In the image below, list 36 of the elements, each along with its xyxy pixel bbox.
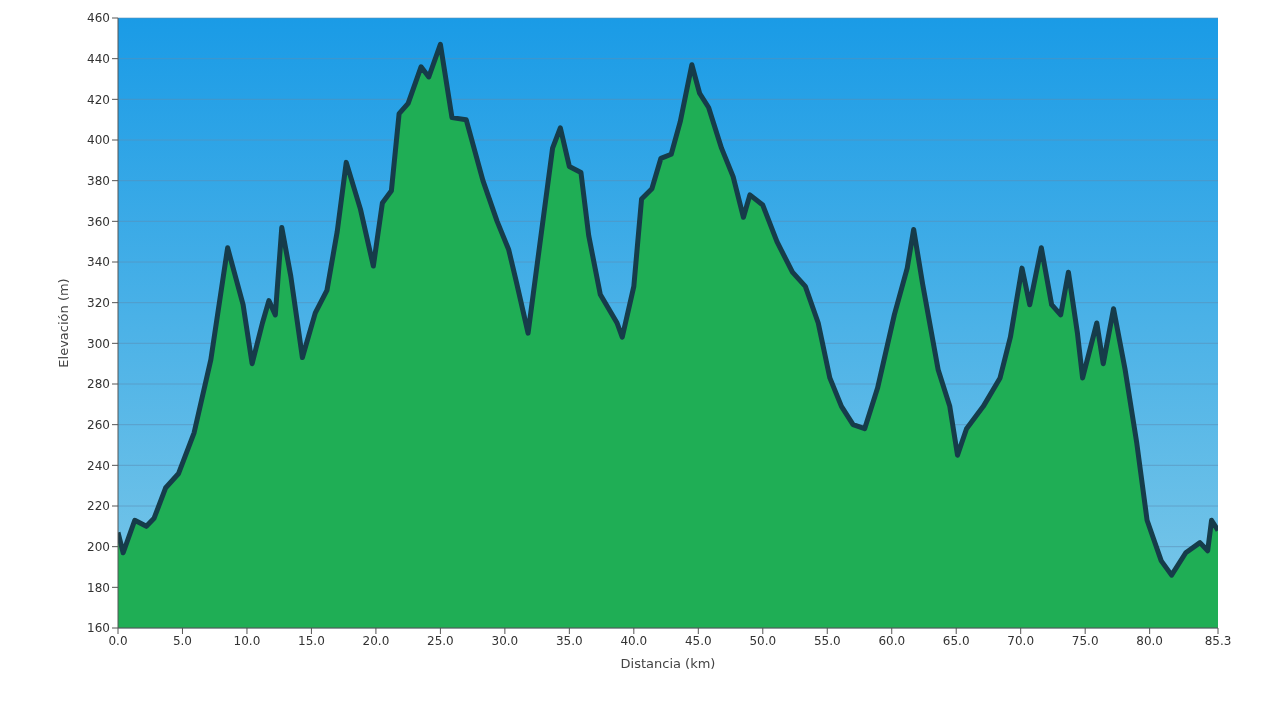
y-tick-label: 320 <box>87 295 110 310</box>
x-tick-label: 55.0 <box>813 633 841 648</box>
x-tick-label: 45.0 <box>684 633 712 648</box>
x-tick-label: 0.0 <box>108 633 128 648</box>
x-tick-label: 50.0 <box>749 633 777 648</box>
x-tick-label: 60.0 <box>878 633 906 648</box>
y-tick-label: 400 <box>87 133 110 148</box>
y-tick-label: 440 <box>87 51 110 66</box>
x-tick-label: 70.0 <box>1007 633 1035 648</box>
x-tick-label: 80.0 <box>1136 633 1164 648</box>
x-tick-label: 75.0 <box>1071 633 1099 648</box>
y-tick-label: 300 <box>87 336 110 351</box>
y-tick-label: 460 <box>87 11 110 26</box>
y-tick-label: 380 <box>87 173 110 188</box>
y-tick-label: 360 <box>87 214 110 229</box>
y-tick-label: 160 <box>87 621 110 636</box>
x-tick-label: 10.0 <box>233 633 261 648</box>
x-tick-label: 85.3 <box>1204 633 1232 648</box>
x-tick-label: 15.0 <box>298 633 325 648</box>
x-tick-label: 5.0 <box>172 633 193 648</box>
y-tick-label: 180 <box>87 580 110 595</box>
y-tick-label: 280 <box>87 377 110 392</box>
y-tick-label: 220 <box>87 499 110 514</box>
x-tick-label: 25.0 <box>427 633 454 648</box>
y-tick-label: 340 <box>87 255 110 270</box>
x-tick-label: 35.0 <box>555 633 583 648</box>
y-tick-label: 260 <box>87 417 110 432</box>
x-tick-label: 40.0 <box>620 633 648 648</box>
x-tick-label: 20.0 <box>362 633 390 648</box>
y-axis-title: Elevación (m) <box>55 278 71 368</box>
x-axis-title: Distancia (km) <box>620 656 716 671</box>
y-tick-label: 420 <box>87 92 110 107</box>
x-tick-label: 30.0 <box>491 633 519 648</box>
x-tick-label: 65.0 <box>942 633 970 648</box>
y-tick-label: 240 <box>87 458 110 473</box>
y-tick-label: 200 <box>87 539 110 554</box>
